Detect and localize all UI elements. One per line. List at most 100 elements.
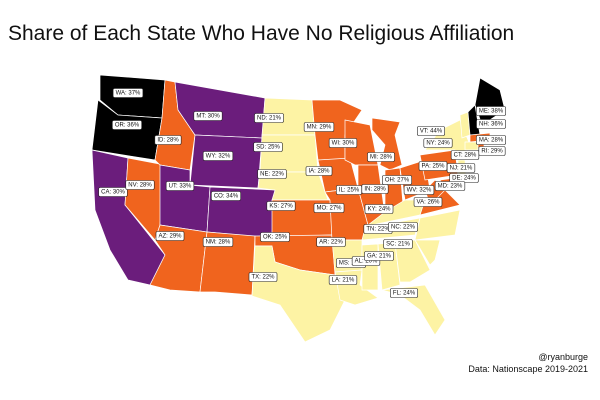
label-box (202, 151, 234, 161)
label-box (313, 203, 345, 213)
label-box (165, 181, 195, 191)
label-text: IA: 28% (308, 169, 330, 175)
label-box (446, 163, 476, 173)
state-label: NY: 24% (423, 138, 453, 148)
label-text: NV: 28% (128, 183, 152, 189)
state-label: RI: 29% (478, 146, 506, 156)
map-title: Share of Each State Who Have No Religiou… (8, 22, 514, 45)
state (199, 231, 256, 296)
state-label: SC: 21% (383, 239, 413, 249)
state-label: NV: 28% (125, 180, 155, 190)
label-text: WA: 37% (116, 91, 141, 97)
state-label: IL: 25% (336, 185, 362, 195)
label-text: MO: 27% (316, 206, 342, 212)
label-text: UT: 33% (169, 184, 192, 190)
state-label: ME: 38% (476, 106, 506, 116)
label-box (476, 106, 506, 116)
state-label: LA: 21% (328, 275, 358, 285)
credit: Data: Nationscape 2019-2021 (468, 364, 588, 374)
state-label: WY: 32% (202, 151, 234, 161)
label-text: TX: 22% (251, 275, 275, 281)
label-box (112, 120, 142, 130)
state-label: WI: 30% (328, 138, 358, 148)
state-label: VA: 26% (413, 197, 443, 207)
label-box (403, 185, 435, 195)
label-text: MS: 16% (339, 261, 364, 267)
label-box (254, 113, 284, 123)
label-text: NH: 36% (479, 122, 504, 128)
state-label: IA: 28% (305, 166, 333, 176)
state (189, 134, 263, 189)
label-box (328, 138, 358, 148)
state (414, 239, 441, 266)
state-label: ND: 21% (254, 113, 284, 123)
state-label: MO: 27% (313, 203, 345, 213)
state (474, 77, 506, 126)
label-text: IN: 28% (364, 187, 386, 193)
state-label: WV: 32% (403, 185, 435, 195)
state-label: KS: 27% (266, 201, 296, 211)
label-text: TN: 22% (366, 227, 390, 233)
state-label: IN: 28% (361, 184, 389, 194)
label-text: ID: 28% (157, 138, 179, 144)
label-box (125, 180, 155, 190)
label-box (112, 88, 144, 98)
credit: @ryanburge (538, 352, 588, 362)
state-label: CO: 34% (211, 191, 241, 201)
label-box (476, 119, 506, 129)
label-text: CO: 34% (214, 194, 239, 200)
label-text: SC: 21% (386, 242, 410, 248)
label-box (155, 231, 185, 241)
state-label: NJ: 21% (446, 163, 476, 173)
label-text: GA: 21% (367, 254, 392, 260)
label-box (388, 222, 418, 232)
label-text: MN: 29% (307, 125, 332, 131)
label-text: AZ: 29% (158, 234, 182, 240)
state-label: MD: 23% (434, 181, 466, 191)
state-labels: WA: 37% OR: 36% CA: 30%NV: 28% ID: 28% MT: 3… (98, 88, 506, 298)
label-text: SD: 25% (256, 145, 280, 151)
state-label: FL: 24% (390, 288, 418, 298)
label-box (248, 272, 278, 282)
label-box (361, 184, 389, 194)
state-label: NC: 22% (388, 222, 418, 232)
label-box (476, 135, 506, 145)
label-box (390, 288, 418, 298)
label-box (383, 239, 413, 249)
label-text: NC: 22% (391, 225, 416, 231)
label-box (211, 191, 241, 201)
label-text: MD: 23% (438, 184, 463, 190)
label-text: FL: 24% (393, 291, 416, 297)
state-label: NE: 22% (257, 169, 287, 179)
state-label: WA: 37% (112, 88, 144, 98)
label-box (417, 126, 445, 136)
label-box (257, 169, 287, 179)
label-text: CA: 30% (101, 190, 125, 196)
state (464, 141, 479, 151)
label-text: DE: 24% (452, 176, 476, 182)
label-box (328, 275, 358, 285)
label-text: PA: 25% (422, 164, 446, 170)
label-text: MT: 30% (196, 114, 220, 120)
state-label: CA: 30% (98, 187, 128, 197)
label-box (367, 152, 395, 162)
state-label: OK: 25% (260, 232, 290, 242)
state-label: SD: 25% (253, 142, 283, 152)
state-label: OR: 36% (112, 120, 142, 130)
label-text: ME: 38% (479, 109, 504, 115)
label-box (423, 138, 453, 148)
label-box (260, 232, 290, 242)
label-box (364, 204, 394, 214)
state-label: ID: 28% (154, 135, 182, 145)
label-box (478, 146, 506, 156)
state-label: NM: 28% (202, 237, 234, 247)
label-text: OR: 36% (115, 123, 140, 129)
label-text: WY: 32% (206, 154, 231, 160)
label-box (316, 237, 346, 247)
label-box (413, 197, 443, 207)
state-label: NH: 36% (476, 119, 506, 129)
state-label: DE: 24% (449, 173, 479, 183)
state-label: TX: 22% (248, 272, 278, 282)
